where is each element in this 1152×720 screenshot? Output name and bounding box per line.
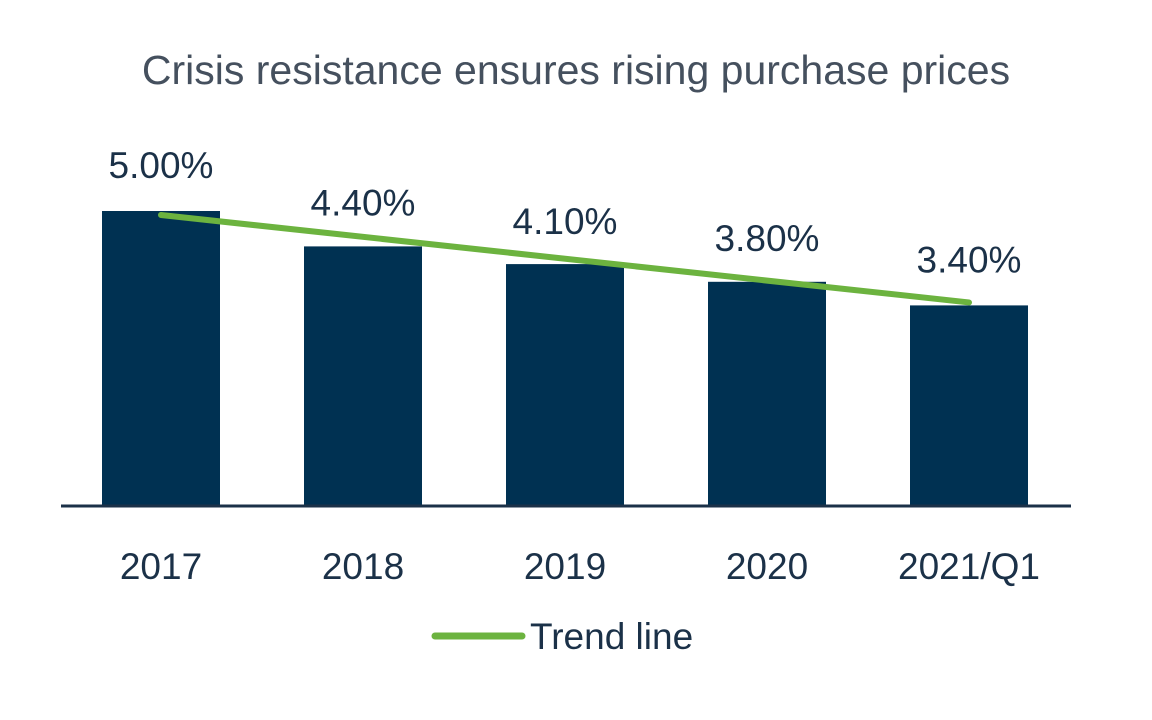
x-tick-label-2019: 2019 xyxy=(524,546,606,587)
legend-label-trend-line: Trend line xyxy=(530,616,693,657)
chart-title: Crisis resistance ensures rising purchas… xyxy=(142,47,1010,93)
x-tick-label-2017: 2017 xyxy=(120,546,202,587)
value-label-2017: 5.00% xyxy=(109,145,214,186)
bars-layer xyxy=(102,211,1028,506)
bar-2018 xyxy=(304,246,422,506)
trend-line xyxy=(158,212,972,306)
x-tick-label-2021-Q1: 2021/Q1 xyxy=(898,546,1040,587)
bar-2021-Q1 xyxy=(910,305,1028,506)
bar-2017 xyxy=(102,211,220,506)
bar-2020 xyxy=(708,281,826,506)
x-tick-label-2018: 2018 xyxy=(322,546,404,587)
legend: Trend line xyxy=(431,616,693,657)
value-label-2019: 4.10% xyxy=(513,201,618,242)
x-tick-label-2020: 2020 xyxy=(726,546,808,587)
bar-2019 xyxy=(506,264,624,506)
value-labels-layer: 5.00% 4.40% 4.10% 3.80% 3.40% xyxy=(109,145,1022,280)
value-label-2018: 4.40% xyxy=(311,182,416,223)
value-label-2021-Q1: 3.40% xyxy=(917,239,1022,280)
value-label-2020: 3.80% xyxy=(715,218,820,259)
x-tick-labels-layer: 2017 2018 2019 2020 2021/Q1 xyxy=(120,546,1040,587)
